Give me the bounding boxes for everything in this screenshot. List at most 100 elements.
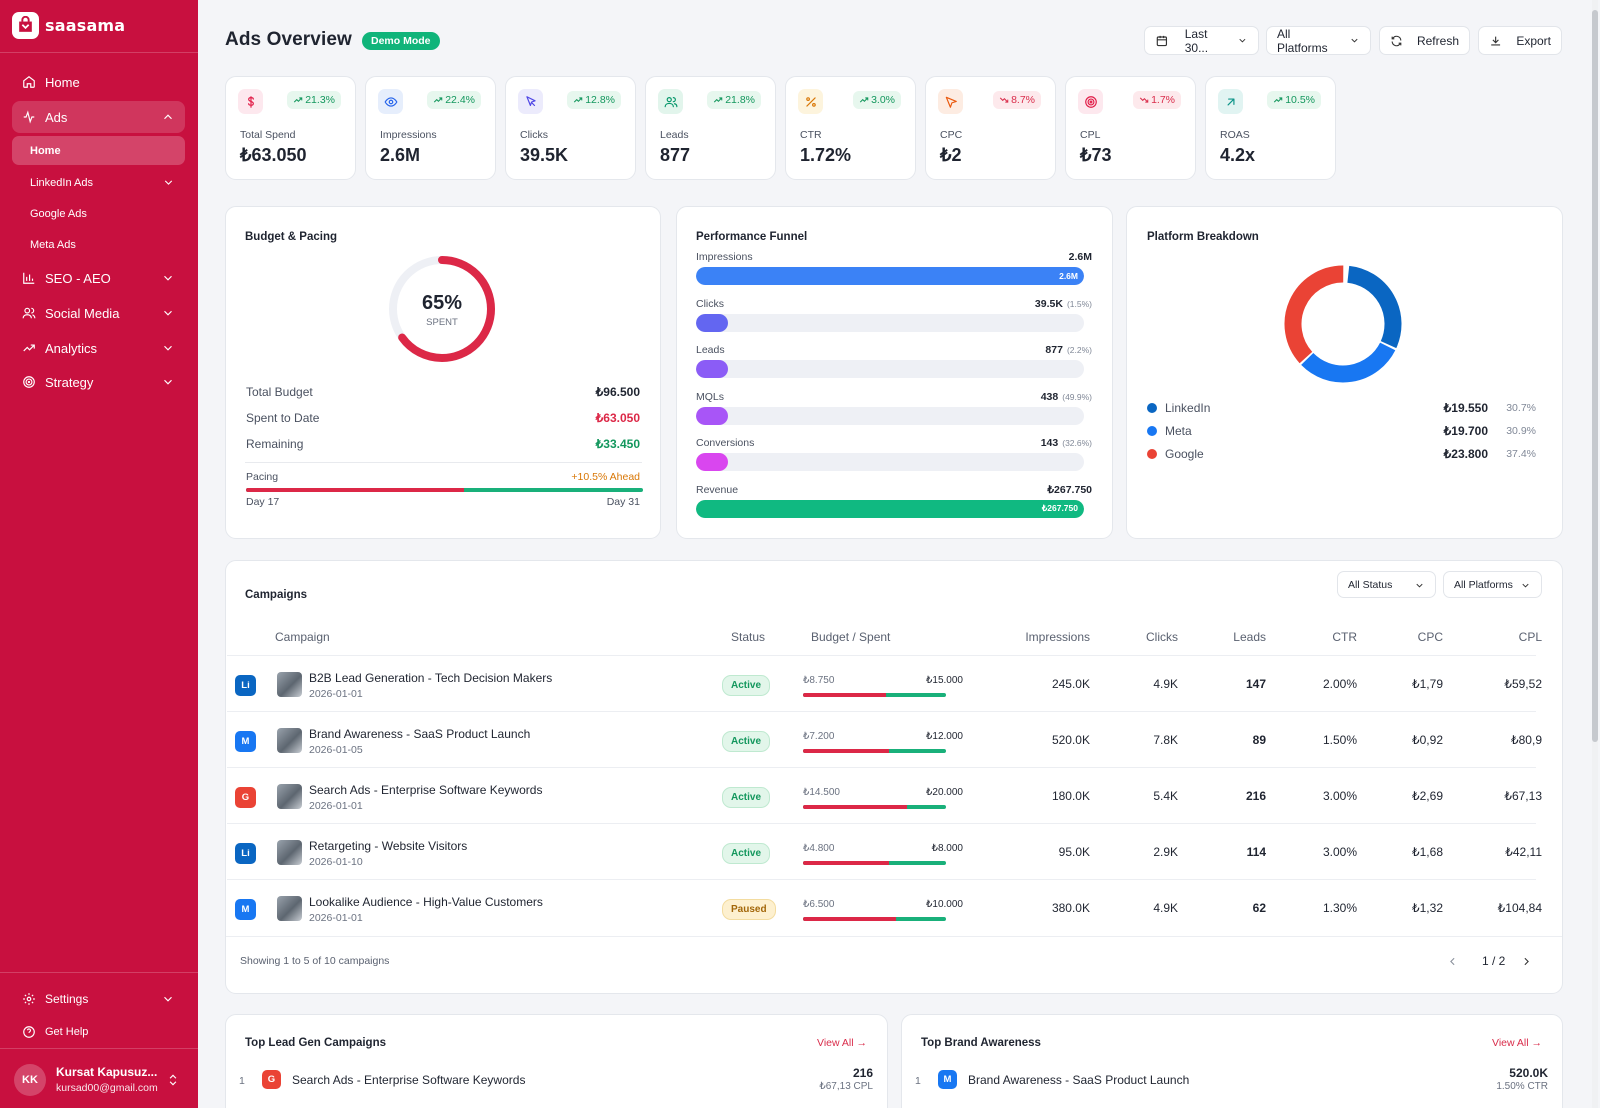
column-header[interactable]: Impressions xyxy=(1025,630,1090,644)
sidebar-item-settings[interactable]: Settings xyxy=(12,983,185,1015)
table-row[interactable]: M Lookalike Audience - High-Value Custom… xyxy=(227,879,1542,935)
status-filter[interactable]: All Status xyxy=(1337,571,1436,598)
brand-logo[interactable]: saasama xyxy=(12,12,125,39)
spent-to-date-value: ₺63.050 xyxy=(595,411,640,425)
cell-clicks: 4.9K xyxy=(1153,901,1178,915)
platform-breakdown-card: Platform Breakdown LinkedIn ₺19.550 30.7… xyxy=(1126,206,1563,539)
sidebar-item-seo-aeo[interactable]: SEO - AEO xyxy=(12,262,185,294)
funnel-bar-track xyxy=(696,313,1084,332)
view-all-link[interactable]: View All → xyxy=(1492,1037,1542,1049)
budget-row-label: Remaining xyxy=(246,437,304,451)
legend-pct: 30.7% xyxy=(1506,402,1536,414)
column-header[interactable]: Campaign xyxy=(275,630,330,644)
table-row[interactable]: G Search Ads - Enterprise Software Keywo… xyxy=(227,767,1542,823)
legend-value: ₺23.800 xyxy=(1443,447,1488,461)
table-row[interactable]: M Brand Awareness - SaaS Product Launch … xyxy=(227,711,1542,767)
campaign-name[interactable]: B2B Lead Generation - Tech Decision Make… xyxy=(309,671,553,685)
user-email: kursad00@gmail.com xyxy=(56,1082,158,1094)
cell-impressions: 245.0K xyxy=(1051,677,1090,691)
funnel-stage-value: 143 (32.6%) xyxy=(1041,437,1092,449)
sidebar-item-home[interactable]: Home xyxy=(12,66,185,98)
sidebar-subitem-label: Meta Ads xyxy=(30,238,76,251)
campaign-name[interactable]: Brand Awareness - SaaS Product Launch xyxy=(309,727,531,741)
column-header[interactable]: CTR xyxy=(1332,630,1357,644)
column-header[interactable]: CPL xyxy=(1518,630,1542,644)
trending-up-icon xyxy=(22,341,36,355)
cell-cpl: ₺42,11 xyxy=(1505,845,1542,859)
legend-pct: 37.4% xyxy=(1506,448,1536,460)
donut-slice-google[interactable] xyxy=(1284,265,1344,364)
chevron-right-icon[interactable] xyxy=(1520,955,1533,968)
funnel-stage-name: Clicks xyxy=(696,297,724,310)
sidebar-item-strategy[interactable]: Strategy xyxy=(12,366,185,398)
campaign-name[interactable]: Retargeting - Website Visitors xyxy=(309,839,468,853)
help-circle-icon xyxy=(22,1025,36,1039)
donut-slice-meta[interactable] xyxy=(1301,342,1396,383)
legend-dot xyxy=(1147,426,1157,436)
sidebar-item-analytics[interactable]: Analytics xyxy=(12,332,185,364)
trend-up-icon xyxy=(859,97,869,103)
table-row[interactable]: Li Retargeting - Website Visitors 2026-0… xyxy=(227,823,1542,879)
platform-select[interactable]: All Platforms xyxy=(1266,26,1371,55)
campaign-name[interactable]: Lookalike Audience - High-Value Customer… xyxy=(309,895,543,909)
cell-leads: 89 xyxy=(1252,733,1266,747)
cell-clicks: 4.9K xyxy=(1153,677,1178,691)
campaign-thumbnail xyxy=(277,672,302,697)
column-header[interactable]: CPC xyxy=(1417,630,1443,644)
budget-spent: ₺7.200 xyxy=(803,731,835,742)
cell-impressions: 180.0K xyxy=(1051,789,1090,803)
sidebar-subitem-google-ads[interactable]: Google Ads xyxy=(12,199,185,228)
budget-total: ₺12.000 xyxy=(926,731,963,742)
export-label: Export xyxy=(1516,33,1551,48)
export-button[interactable]: Export xyxy=(1478,26,1562,55)
cell-cpc: ₺1,32 xyxy=(1412,901,1443,915)
kpi-value: ₺2 xyxy=(940,145,962,165)
budget-spent: ₺14.500 xyxy=(803,787,840,798)
sidebar-item-social-media[interactable]: Social Media xyxy=(12,297,185,329)
funnel-stage-value-text: 143 xyxy=(1040,437,1059,449)
campaign-date: 2026-01-01 xyxy=(309,912,363,924)
column-header[interactable]: Clicks xyxy=(1146,630,1178,644)
budget-progress-fill xyxy=(803,805,907,809)
sidebar-item-ads[interactable]: Ads xyxy=(12,101,185,133)
cell-ctr: 1.30% xyxy=(1322,901,1357,915)
chevron-down-icon xyxy=(164,310,172,316)
sidebar-item-help[interactable]: Get Help xyxy=(12,1016,185,1048)
performance-funnel-card: Performance Funnel Impressions 2.6M 2.6M… xyxy=(676,206,1113,539)
view-all-link[interactable]: View All → xyxy=(817,1037,867,1049)
date-range-select[interactable]: Last 30... xyxy=(1144,26,1259,55)
divider xyxy=(0,972,198,973)
scrollbar-thumb[interactable] xyxy=(1592,10,1598,742)
sidebar-subitem-meta-ads[interactable]: Meta Ads xyxy=(12,230,185,259)
column-header[interactable]: Leads xyxy=(1233,630,1266,644)
cell-leads: 62 xyxy=(1252,901,1266,915)
trend-up-icon xyxy=(294,97,303,103)
campaign-name[interactable]: Search Ads - Enterprise Software Keyword… xyxy=(292,1073,526,1087)
refresh-button[interactable]: Refresh xyxy=(1379,26,1470,55)
donut-slice-linkedin[interactable] xyxy=(1347,265,1402,349)
campaign-name[interactable]: Search Ads - Enterprise Software Keyword… xyxy=(309,783,543,797)
kpi-label: Leads xyxy=(660,129,689,141)
leads-value: 216 xyxy=(852,1066,873,1080)
user-menu[interactable]: KK Kursat Kapusuz... kursad00@gmail.com xyxy=(14,1064,177,1096)
column-header[interactable]: Status xyxy=(731,630,766,644)
budget-progress xyxy=(803,749,946,753)
campaign-platform-filter[interactable]: All Platforms xyxy=(1443,571,1542,598)
card-title: Campaigns xyxy=(245,589,307,601)
scrollbar-track[interactable] xyxy=(1592,0,1598,1108)
sidebar-subitem-ads-home[interactable]: Home xyxy=(12,136,185,165)
chevron-left-icon[interactable] xyxy=(1446,955,1459,968)
funnel-stage-pct: (1.5%) xyxy=(1066,298,1092,309)
column-header[interactable]: Budget / Spent xyxy=(811,630,891,644)
funnel-bar-label: 2.6M xyxy=(1059,271,1078,281)
campaign-date: 2026-01-05 xyxy=(309,744,363,756)
sidebar-subitem-linkedin-ads[interactable]: LinkedIn Ads xyxy=(12,168,185,197)
budget-pacing-card: Budget & Pacing 65% SPENT Total Budget ₺… xyxy=(225,206,661,539)
trend-up-icon xyxy=(1274,97,1283,103)
funnel-stage-name: MQLs xyxy=(696,390,725,403)
kpi-delta-value: 8.7% xyxy=(1011,94,1035,106)
campaign-name[interactable]: Brand Awareness - SaaS Product Launch xyxy=(968,1073,1190,1087)
legend-dot xyxy=(1147,449,1157,459)
pacing-label: Pacing xyxy=(246,471,279,483)
table-row[interactable]: Li B2B Lead Generation - Tech Decision M… xyxy=(227,655,1542,711)
